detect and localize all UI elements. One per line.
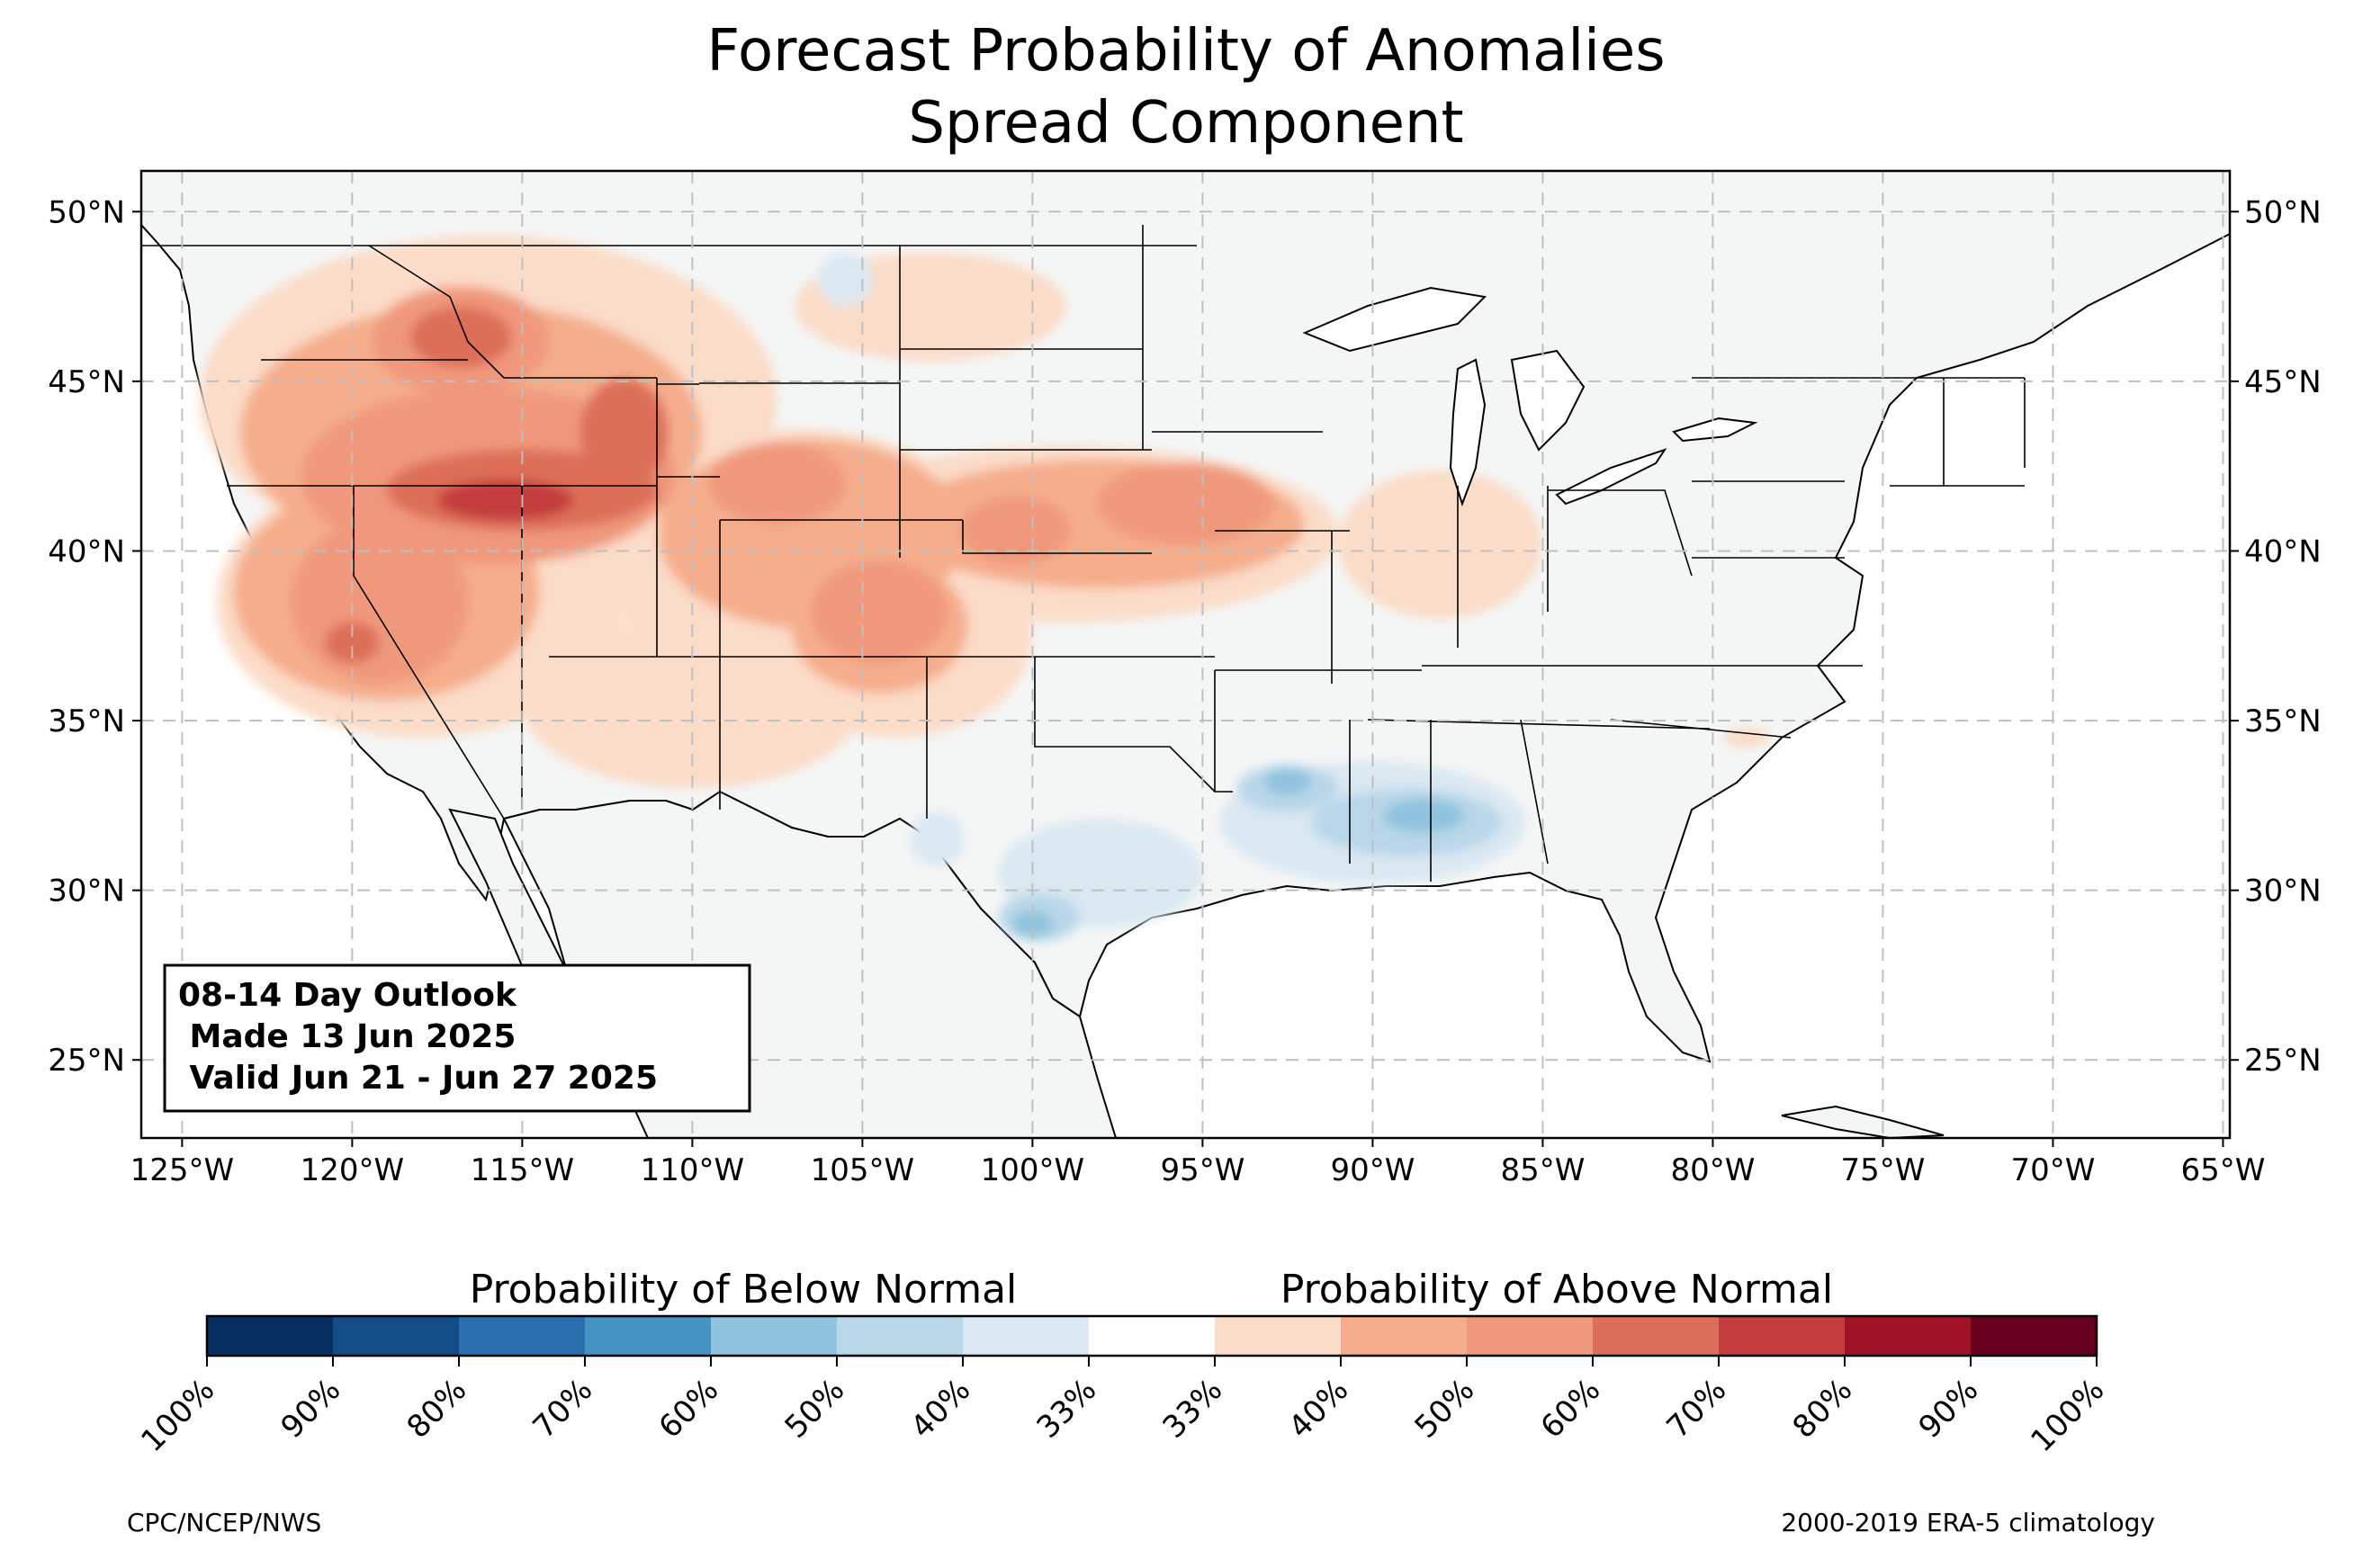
colorbar-cell <box>837 1316 964 1356</box>
lat-tick-label-right: 35°N <box>2244 703 2322 739</box>
lat-tick-label-right: 40°N <box>2244 533 2322 569</box>
colorbar-tick-label: 60% <box>1534 1372 1608 1446</box>
lon-tick-label: 125°W <box>130 1152 235 1188</box>
gridlines <box>141 171 2230 1138</box>
above-normal-70-percent-area <box>325 622 380 663</box>
colorbar-cell <box>1215 1316 1342 1356</box>
lon-tick-label: 115°W <box>471 1152 575 1188</box>
lake-huron <box>1510 349 1586 452</box>
colorbar-tick-label: 100% <box>134 1372 221 1459</box>
colorbar-cell <box>1719 1316 1846 1356</box>
colorbar-cell <box>1845 1316 1972 1356</box>
colorbar-tick-label: 33% <box>1030 1372 1104 1446</box>
lon-tick-label: 120°W <box>301 1152 405 1188</box>
above-normal-40-percent-area <box>1338 469 1543 619</box>
lat-tick-label-left: 40°N <box>48 533 125 569</box>
map-panel <box>141 171 2230 1138</box>
lon-tick-label: 95°W <box>1160 1152 1244 1188</box>
colorbar-tick-label: 40% <box>904 1372 978 1446</box>
above-normal-40-percent-area <box>522 618 863 789</box>
info-box-frame <box>163 963 751 1113</box>
axis-ticks: 125°W 120°W 115°W 110°W 105°W 100°W 95°W 90°W 85… <box>48 194 2321 1188</box>
colorbar-tick-label: 50% <box>778 1372 852 1446</box>
title-line-1: Forecast Probability of Anomalies <box>706 18 1665 85</box>
credit-right: 2000-2019 ERA-5 climatology <box>1781 1508 2155 1537</box>
colorbar-below-label: Probability of Below Normal <box>470 1267 1018 1313</box>
outlook-made-date: Made 13 Jun 2025 <box>178 1018 516 1055</box>
colorbar-tick-label: 100% <box>2024 1372 2111 1459</box>
above-normal-40-percent-area <box>1722 727 1771 748</box>
credit-left: CPC/NCEP/NWS <box>127 1508 321 1537</box>
great-lakes <box>1302 286 1758 507</box>
colorbar-tick-label: 50% <box>1408 1372 1482 1446</box>
colorbar-tick-label: 70% <box>1660 1372 1734 1446</box>
colorbar-tick-label: 70% <box>526 1372 600 1446</box>
lon-tick-label: 65°W <box>2180 1152 2265 1188</box>
colorbar-cell <box>1341 1316 1468 1356</box>
above-normal-60-percent-area <box>291 520 468 684</box>
lon-tick-label: 100°W <box>981 1152 1085 1188</box>
colorbar-frame <box>205 1314 2098 1357</box>
colorbar: Probability of Below Normal Probability … <box>134 1267 2111 1459</box>
colorbar-cell <box>1971 1316 2098 1356</box>
above-normal-60-percent-area <box>1097 462 1274 544</box>
colorbar-tick-label: 40% <box>1282 1372 1356 1446</box>
colorbar-cell <box>1593 1316 1720 1356</box>
lat-tick-label-left: 25°N <box>48 1043 125 1079</box>
below-normal-40-percent-area <box>818 252 873 307</box>
colorbar-above-label: Probability of Above Normal <box>1280 1267 1833 1313</box>
lon-tick-label: 90°W <box>1330 1152 1415 1188</box>
cuba <box>1781 1105 1945 1138</box>
colorbar-cell <box>459 1316 586 1356</box>
above-normal-60-percent-area <box>961 497 1070 565</box>
outlook-info-box: 08-14 Day Outlook Made 13 Jun 2025 Valid… <box>163 963 751 1113</box>
title-line-2: Spread Component <box>908 90 1463 157</box>
lat-tick-label-left: 45°N <box>48 364 125 400</box>
colorbar-tick-label: 80% <box>1786 1372 1860 1446</box>
below-normal-60-percent-area <box>1011 910 1054 938</box>
lon-tick-label: 105°W <box>811 1152 915 1188</box>
colorbar-cell <box>1467 1316 1594 1356</box>
above-normal-80-percent-area <box>436 479 574 521</box>
lon-tick-label: 85°W <box>1500 1152 1585 1188</box>
lat-tick-label-right: 45°N <box>2244 364 2322 400</box>
lake-superior <box>1302 286 1487 353</box>
colorbar-cell <box>963 1316 1090 1356</box>
lat-tick-label-left: 35°N <box>48 703 125 739</box>
below-normal-60-percent-area <box>1382 798 1465 833</box>
colorbar-cells <box>207 1316 2098 1356</box>
lon-tick-label: 80°W <box>1670 1152 1755 1188</box>
below-normal-40-percent-area <box>910 811 965 867</box>
colorbar-tick-label: 90% <box>274 1372 348 1446</box>
colorbar-cell <box>207 1316 334 1356</box>
lat-tick-label-right: 50°N <box>2244 194 2322 230</box>
colorbar-tick-label: 90% <box>1912 1372 1986 1446</box>
lat-tick-label-left: 50°N <box>48 194 125 230</box>
colorbar-cell <box>1089 1316 1216 1356</box>
colorbar-cell <box>333 1316 460 1356</box>
colorbar-cell <box>711 1316 838 1356</box>
colorbar-tick-label: 33% <box>1156 1372 1230 1446</box>
above-normal-60-percent-area <box>811 560 948 663</box>
above-normal-70-percent-area <box>409 306 513 368</box>
lat-tick-label-right: 25°N <box>2244 1043 2322 1079</box>
outlook-valid-range: Valid Jun 21 - Jun 27 2025 <box>178 1060 658 1097</box>
lon-tick-label: 70°W <box>2010 1152 2095 1188</box>
lat-tick-label-left: 30°N <box>48 874 125 909</box>
colorbar-tick-label: 80% <box>400 1372 474 1446</box>
lake-ontario <box>1672 417 1758 443</box>
outlook-period: 08-14 Day Outlook <box>178 977 517 1014</box>
colorbar-ticks: 100% 90% 80% 70% 60% 50% 40% 33% 33% 40% 50% 60% 70%… <box>134 1356 2111 1459</box>
lake-michigan <box>1449 358 1487 507</box>
above-normal-70-percent-area <box>580 378 669 487</box>
map-frame <box>139 169 2232 1140</box>
below-normal-60-percent-area <box>1263 767 1312 796</box>
above-normal-60-percent-area <box>709 442 846 524</box>
lon-tick-label: 75°W <box>1840 1152 1925 1188</box>
colorbar-tick-label: 60% <box>652 1372 726 1446</box>
lon-tick-label: 110°W <box>641 1152 745 1188</box>
lat-tick-label-right: 30°N <box>2244 874 2322 909</box>
colorbar-cell <box>585 1316 712 1356</box>
